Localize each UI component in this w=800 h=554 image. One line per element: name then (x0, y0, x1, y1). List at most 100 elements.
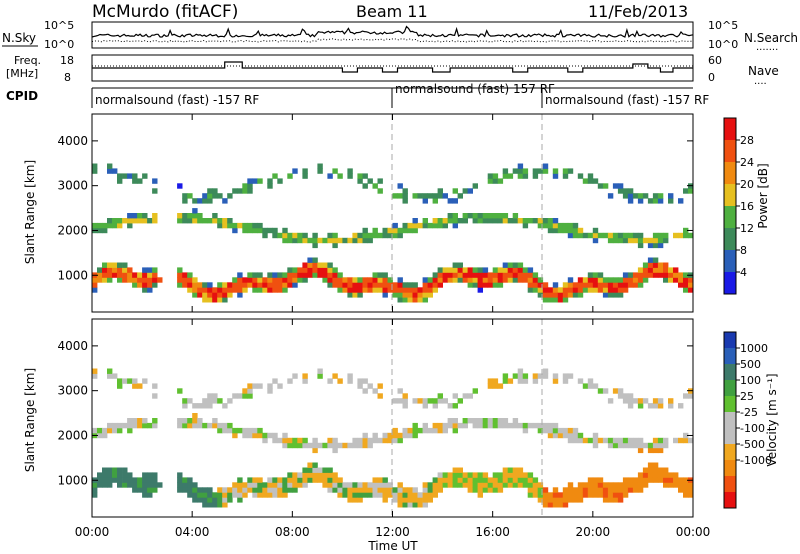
power-cell (302, 168, 308, 174)
power-colorbar-tick: 4 (740, 266, 747, 279)
power-cell (522, 168, 529, 174)
power-cell (647, 272, 654, 278)
power-cell (257, 272, 263, 278)
power-cell (467, 213, 473, 219)
power-cell (277, 232, 283, 239)
power-cell (227, 218, 233, 224)
velocity-cell (112, 477, 118, 483)
velocity-cell (622, 492, 629, 498)
power-cell (657, 193, 664, 199)
velocity-cell (502, 467, 509, 473)
power-cell (152, 218, 158, 224)
power-cell (552, 287, 559, 293)
velocity-cell (397, 492, 403, 498)
velocity-cell (632, 477, 639, 483)
power-cell (617, 287, 624, 293)
power-cell (392, 232, 398, 239)
power-cell (437, 222, 443, 229)
velocity-cell (617, 388, 624, 394)
velocity-cell (252, 427, 258, 434)
velocity-cell (182, 403, 188, 409)
velocity-cell (122, 467, 128, 473)
velocity-cell (437, 427, 443, 434)
power-cell (287, 267, 293, 273)
power-cell (532, 218, 539, 224)
power-cell (187, 213, 193, 219)
velocity-cell (292, 472, 298, 478)
power-cell (517, 218, 524, 224)
power-cell (507, 218, 514, 224)
power-cell (92, 277, 98, 283)
velocity-cell (467, 487, 473, 493)
velocity-cell (237, 487, 243, 493)
velocity-cell (622, 487, 629, 493)
velocity-cell (307, 472, 313, 478)
velocity-cell (117, 477, 123, 483)
velocity-cell (557, 497, 564, 503)
velocity-cell (542, 487, 549, 493)
power-cell (377, 287, 383, 293)
velocity-cell (132, 378, 138, 384)
velocity-cell (247, 393, 253, 399)
velocity-cell (457, 477, 463, 483)
power-cell (332, 232, 338, 239)
velocity-cell (447, 472, 453, 478)
velocity-cell (282, 442, 288, 449)
velocity-cell (287, 442, 293, 449)
power-cell (647, 267, 654, 273)
power-cell (267, 287, 273, 293)
velocity-cell (347, 373, 353, 379)
power-cell (377, 232, 383, 239)
velocity-cell (367, 482, 373, 488)
velocity-cell (227, 422, 233, 429)
velocity-cell (492, 472, 499, 478)
power-cell (482, 272, 489, 278)
power-cell (192, 198, 198, 204)
power-cell (663, 262, 669, 268)
velocity-cell (632, 437, 639, 444)
power-cell (137, 178, 143, 184)
velocity-cell (532, 477, 539, 483)
power-cell (197, 218, 203, 224)
velocity-cell (617, 393, 624, 399)
velocity-cell (122, 477, 128, 483)
velocity-cell (277, 487, 283, 493)
power-cell (472, 183, 478, 189)
power-cell (668, 272, 674, 278)
power-cell (247, 178, 253, 184)
velocity-cell (402, 403, 408, 409)
velocity-cell (442, 482, 448, 488)
velocity-cell (367, 492, 373, 498)
velocity-cell (112, 373, 118, 379)
power-cell (617, 232, 624, 239)
velocity-cell (152, 418, 158, 424)
velocity-cell (287, 482, 293, 488)
power-cell (407, 227, 413, 234)
velocity-cell (507, 477, 514, 483)
velocity-cell (322, 467, 328, 473)
velocity-cell (317, 373, 323, 379)
velocity-cell (617, 437, 624, 444)
power-cell (412, 218, 418, 224)
velocity-cell (657, 467, 664, 473)
colorbar-swatch (724, 228, 736, 251)
power-cell (117, 272, 123, 278)
velocity-cell (587, 383, 594, 389)
velocity-cell (452, 418, 458, 424)
power-cell (512, 213, 519, 219)
power-cell (102, 267, 108, 273)
power-cell (142, 267, 148, 273)
power-cell (432, 198, 438, 204)
velocity-cell (397, 502, 403, 508)
velocity-cell (422, 403, 428, 409)
velocity-cell (257, 432, 263, 439)
power-cell (597, 183, 604, 189)
power-cell (397, 287, 403, 293)
power-cell (688, 188, 694, 194)
power-cell (637, 232, 644, 239)
velocity-cell (612, 497, 619, 503)
velocity-cell (422, 492, 428, 498)
power-cell (547, 227, 554, 234)
velocity-cell (477, 477, 483, 483)
power-cell (307, 237, 313, 244)
